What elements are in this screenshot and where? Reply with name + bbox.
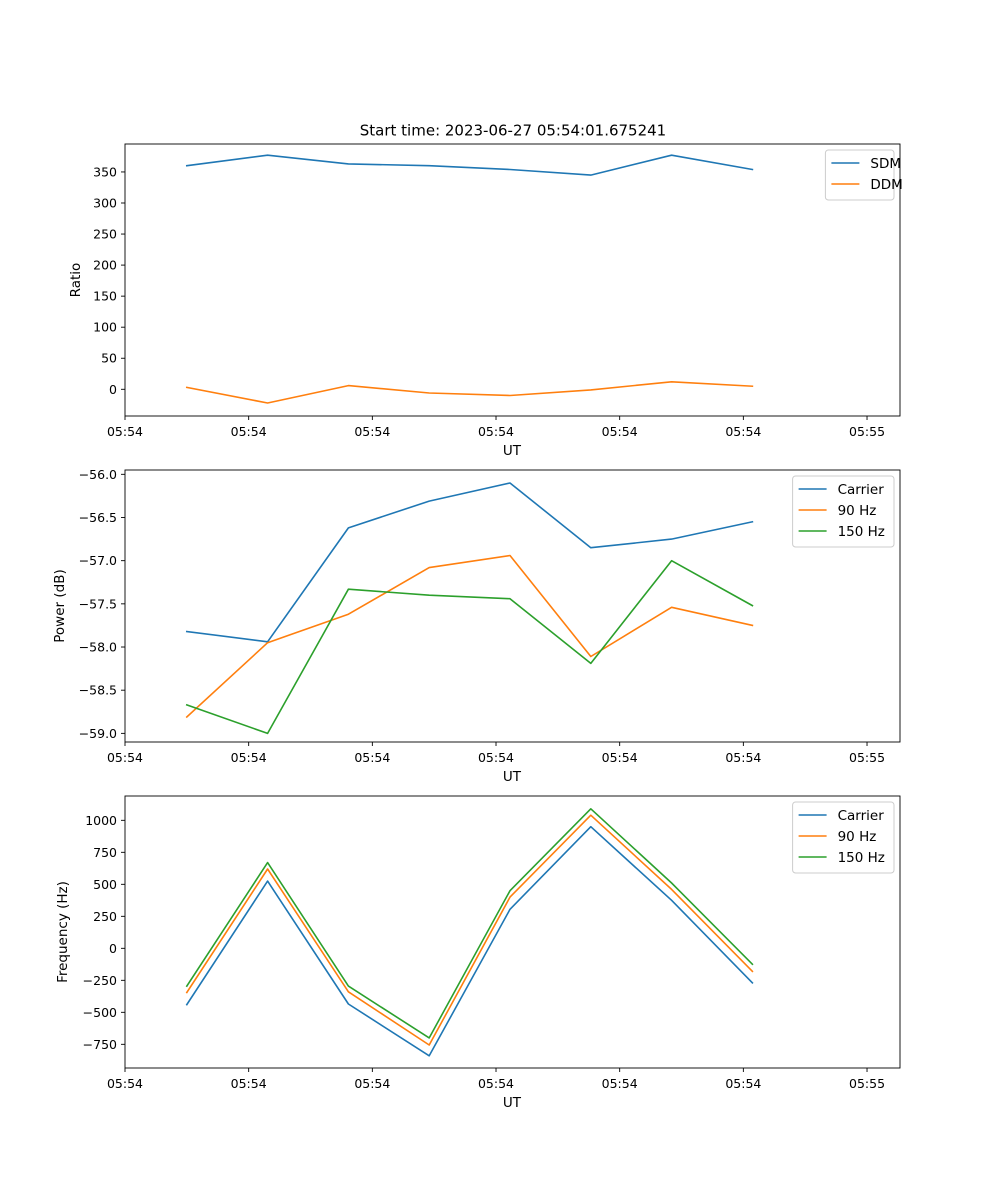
power-x-tick-label: 05:54 (602, 750, 638, 765)
power-legend-label: 150 Hz (838, 524, 885, 540)
frequency-x-tick-label: 05:54 (231, 1076, 267, 1091)
ratio-x-tick-label: 05:54 (478, 424, 514, 439)
frequency-y-tick-label: 1000 (85, 813, 117, 828)
frequency-axes-frame (124, 795, 901, 1069)
ratio-y-tick-label: 0 (109, 382, 117, 397)
ratio-legend: SDM DDM (824, 149, 903, 201)
power-series-line-90-hz (185, 554, 754, 719)
power-y-tick-label: −58.0 (79, 640, 117, 655)
frequency-panel: 05:54 05:54 05:54 05:54 05:54 05:54 05:55 −750 −… (55, 795, 901, 1111)
power-panel: 05:54 05:54 05:54 05:54 05:54 05:54 05:55 −59.0… (52, 467, 901, 785)
power-series-line-carrier (185, 482, 754, 643)
ratio-axes-frame (124, 143, 901, 417)
ratio-y-tick-label: 100 (93, 320, 117, 335)
frequency-y-tick-label: 500 (93, 877, 117, 892)
frequency-legend: Carrier 90 Hz 150 Hz (792, 801, 895, 874)
frequency-legend-label: 90 Hz (838, 829, 877, 845)
ratio-y-tick-label: 300 (93, 195, 117, 210)
ratio-series-line-ddm (185, 380, 754, 404)
frequency-y-tick-label: 250 (93, 909, 117, 924)
frequency-series-group (185, 807, 754, 1057)
power-legend-label: Carrier (838, 482, 885, 498)
ratio-x-tick-label: 05:55 (849, 424, 885, 439)
frequency-y-tick-label: −750 (83, 1037, 117, 1052)
ratio-series-group (185, 154, 754, 404)
ratio-x-tick-label: 05:54 (602, 424, 638, 439)
power-series-line-150-hz (185, 559, 754, 735)
power-series-group (185, 482, 754, 735)
power-y-tick-label: −59.0 (79, 726, 117, 741)
frequency-y-axis-label: Frequency (Hz) (55, 881, 71, 983)
frequency-x-tick-label: 05:54 (725, 1076, 761, 1091)
frequency-x-tick-label: 05:54 (107, 1076, 143, 1091)
frequency-series-line-90-hz (185, 814, 754, 1046)
frequency-y-tick-label: 0 (109, 941, 117, 956)
power-x-tick-label: 05:54 (354, 750, 390, 765)
power-y-tick-label: −56.0 (79, 467, 117, 482)
power-x-tick-label: 05:54 (231, 750, 267, 765)
ratio-x-tick-label: 05:54 (354, 424, 390, 439)
ratio-legend-label: DDM (870, 177, 902, 193)
power-y-tick-label: −56.5 (79, 510, 117, 525)
power-y-tick-label: −58.5 (79, 683, 117, 698)
power-x-tick-label: 05:54 (478, 750, 514, 765)
frequency-y-tick-label: 750 (93, 845, 117, 860)
frequency-x-axis-label: UT (503, 1095, 522, 1111)
frequency-x-tick-label: 05:55 (849, 1076, 885, 1091)
ratio-legend-label: SDM (870, 156, 901, 172)
power-legend-label: 90 Hz (838, 503, 877, 519)
frequency-legend-frame (792, 801, 895, 874)
ratio-y-tick-label: 250 (93, 227, 117, 242)
frequency-series-line-150-hz (185, 807, 754, 1039)
frequency-x-tick-label: 05:54 (354, 1076, 390, 1091)
power-x-tick-label: 05:54 (107, 750, 143, 765)
ratio-y-axis-label: Ratio (68, 263, 84, 298)
frequency-x-tick-label: 05:54 (478, 1076, 514, 1091)
ratio-x-tick-label: 05:54 (231, 424, 267, 439)
ratio-y-tick-label: 50 (101, 351, 117, 366)
power-legend: Carrier 90 Hz 150 Hz (792, 475, 895, 548)
ratio-x-axis-label: UT (503, 443, 522, 459)
power-y-axis-label: Power (dB) (52, 569, 68, 642)
frequency-legend-label: Carrier (838, 808, 885, 824)
power-y-tick-label: −57.5 (79, 596, 117, 611)
ratio-x-tick-label: 05:54 (725, 424, 761, 439)
power-legend-frame (792, 475, 895, 548)
power-x-tick-label: 05:55 (849, 750, 885, 765)
figure-title: Start time: 2023-06-27 05:54:01.675241 (360, 122, 666, 140)
frequency-x-tick-label: 05:54 (602, 1076, 638, 1091)
ratio-series-line-sdm (185, 154, 754, 176)
ratio-y-tick-label: 200 (93, 258, 117, 273)
ratio-y-tick-label: 150 (93, 289, 117, 304)
frequency-series-line-carrier (185, 825, 754, 1057)
frequency-y-tick-label: −500 (83, 1005, 117, 1020)
frequency-legend-label: 150 Hz (838, 850, 885, 866)
power-x-axis-label: UT (503, 769, 522, 785)
ratio-x-tick-label: 05:54 (107, 424, 143, 439)
power-axes-frame (124, 469, 901, 743)
power-y-tick-label: −57.0 (79, 553, 117, 568)
ratio-y-tick-label: 350 (93, 164, 117, 179)
ratio-panel: 05:54 05:54 05:54 05:54 05:54 05:54 05:55 0 50 10… (68, 143, 903, 459)
frequency-y-tick-label: −250 (83, 973, 117, 988)
power-x-tick-label: 05:54 (725, 750, 761, 765)
